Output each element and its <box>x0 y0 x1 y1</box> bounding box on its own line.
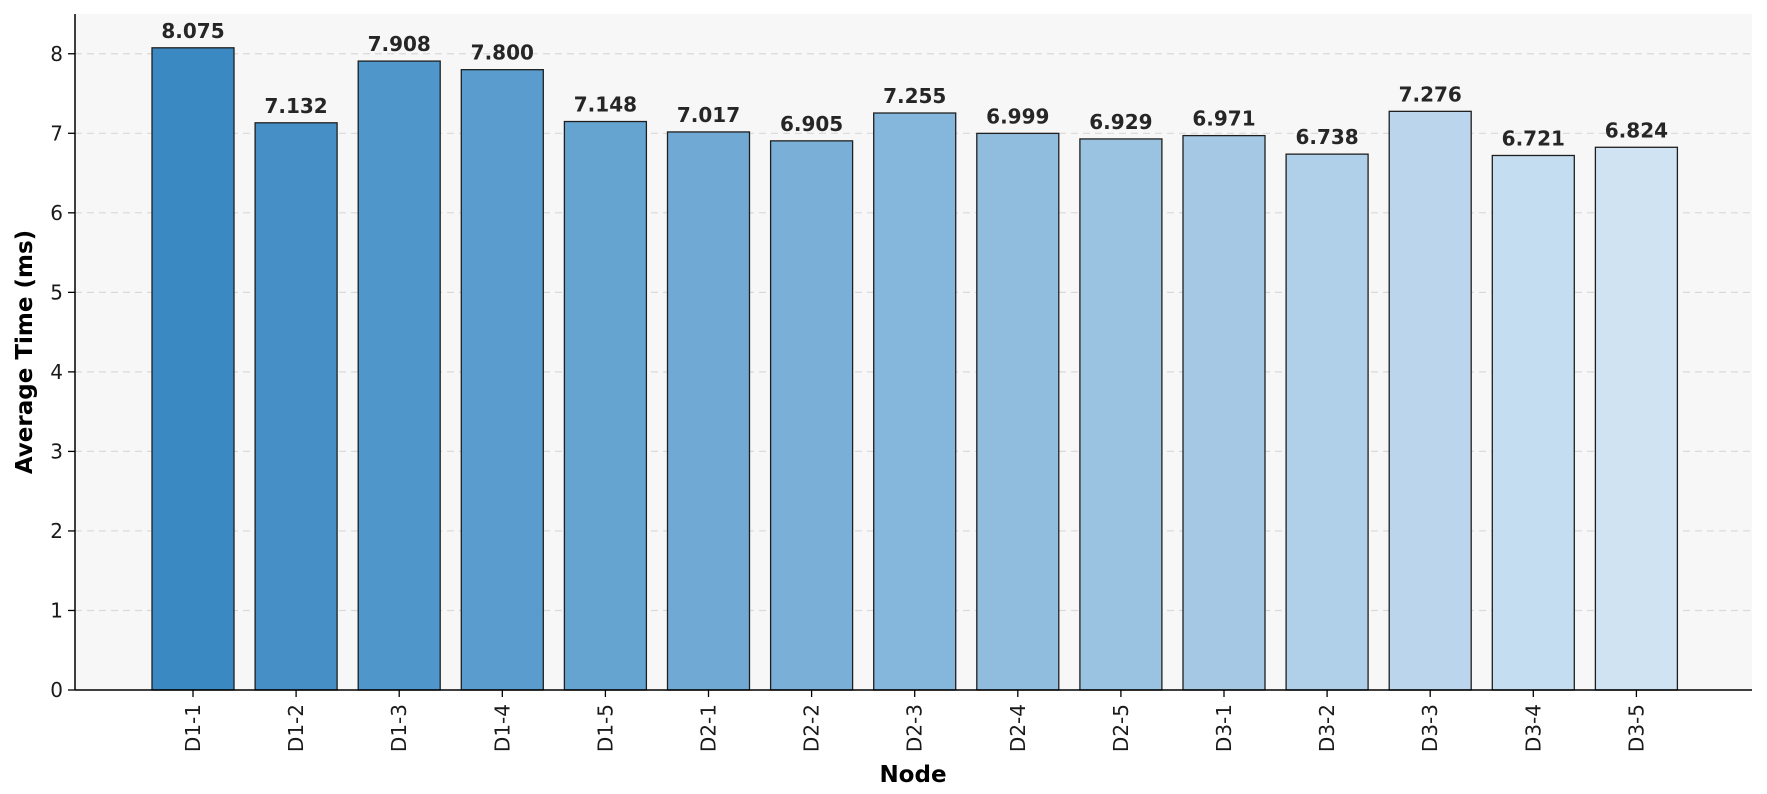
y-tick-label: 2 <box>50 519 63 543</box>
x-tick-label-D2-1: D2-1 <box>697 704 721 752</box>
x-tick-label-D3-5: D3-5 <box>1624 704 1648 752</box>
y-tick-label: 7 <box>50 121 63 145</box>
bar-D2-1 <box>666 131 751 691</box>
value-label-D3-4: 6.721 <box>1502 126 1565 150</box>
x-tick-label-D2-3: D2-3 <box>903 704 927 752</box>
y-tick-label: 0 <box>50 678 63 702</box>
y-tick-label: 4 <box>50 360 63 384</box>
value-label-D1-2: 7.132 <box>264 94 327 118</box>
x-axis-title: Node <box>879 762 946 788</box>
y-tick-label: 3 <box>50 439 63 463</box>
x-tick-label-D3-1: D3-1 <box>1212 704 1236 752</box>
y-ticks: 0 1 2 3 4 5 6 7 8 <box>50 42 75 702</box>
y-axis-title: Average Time (ms) <box>12 230 38 474</box>
x-tick-label-D1-5: D1-5 <box>593 704 617 752</box>
bar-D1-1 <box>151 47 235 691</box>
x-tick-label-D1-4: D1-4 <box>490 704 514 752</box>
value-label-D1-1: 8.075 <box>161 19 224 43</box>
x-tick-label-D3-3: D3-3 <box>1418 704 1442 752</box>
bar-D3-2 <box>1285 153 1369 691</box>
bar-D2-2 <box>769 140 854 691</box>
x-ticks: D1-1 D1-2 D1-3 D1-4 D1-5 D2-1 D2-2 D2-3 D2-4 D2-5… <box>181 690 1648 752</box>
y-tick-label: 6 <box>50 201 63 225</box>
value-label-D3-2: 6.738 <box>1295 125 1358 149</box>
value-label-D3-3: 7.276 <box>1399 82 1462 106</box>
bar-D1-4 <box>460 69 544 691</box>
x-tick-label-D1-3: D1-3 <box>387 704 411 752</box>
y-tick-label: 5 <box>50 280 63 304</box>
bar-D1-5 <box>563 120 648 691</box>
bar-D1-3 <box>357 60 441 691</box>
bar-D3-3 <box>1388 110 1472 691</box>
x-tick-label-D1-1: D1-1 <box>181 704 205 752</box>
gridlines <box>75 53 1752 612</box>
value-label-D1-3: 7.908 <box>368 32 431 56</box>
x-tick-label-D2-2: D2-2 <box>800 704 824 752</box>
bar-D2-4 <box>976 132 1060 691</box>
bars <box>151 47 1679 691</box>
bar-D1-2 <box>254 122 338 691</box>
value-labels: 8.075 7.132 7.908 7.800 7.148 7.017 6.905 7.255… <box>161 19 1668 151</box>
value-label-D1-5: 7.148 <box>574 93 637 117</box>
bar-D3-4 <box>1491 154 1575 691</box>
bar-D2-3 <box>873 112 957 691</box>
axes <box>74 14 1752 691</box>
value-label-D3-1: 6.971 <box>1192 107 1255 131</box>
value-label-D2-1: 7.017 <box>677 103 740 127</box>
value-label-D1-4: 7.800 <box>471 41 534 65</box>
y-tick-label: 1 <box>50 598 63 622</box>
value-label-D2-3: 7.255 <box>883 84 946 108</box>
value-label-D2-5: 6.929 <box>1089 110 1152 134</box>
y-tick-label: 8 <box>50 42 63 66</box>
x-tick-label-D1-2: D1-2 <box>284 704 308 752</box>
x-tick-label-D2-4: D2-4 <box>1006 704 1030 752</box>
value-label-D3-5: 6.824 <box>1605 118 1668 142</box>
x-tick-label-D2-5: D2-5 <box>1109 704 1133 752</box>
value-label-D2-2: 6.905 <box>780 112 843 136</box>
x-tick-label-D3-4: D3-4 <box>1521 704 1545 752</box>
bar-D3-1 <box>1182 134 1266 691</box>
bar-D3-5 <box>1594 146 1679 691</box>
value-label-D2-4: 6.999 <box>986 104 1049 128</box>
bar-D2-5 <box>1079 138 1163 691</box>
x-tick-label-D3-2: D3-2 <box>1315 704 1339 752</box>
